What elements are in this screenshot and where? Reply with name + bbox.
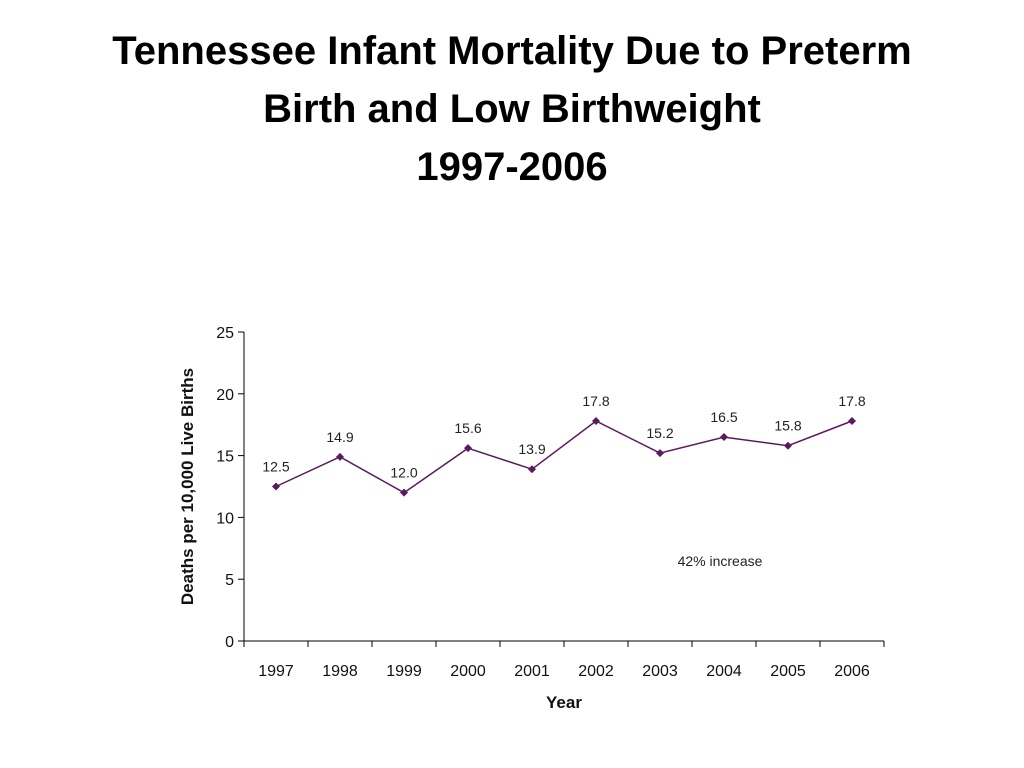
data-label: 15.6: [454, 420, 481, 436]
x-tick-label: 1997: [258, 663, 294, 680]
data-point-marker: [400, 488, 408, 497]
y-tick-label: 0: [225, 634, 234, 651]
title-line-2: Birth and Low Birthweight: [263, 87, 761, 131]
data-label: 15.2: [646, 425, 673, 441]
slide-title: Tennessee Infant Mortality Due to Preter…: [0, 22, 1024, 196]
data-point-marker: [720, 433, 728, 442]
x-tick-label: 2003: [642, 663, 678, 680]
x-tick-label: 2002: [578, 663, 614, 680]
data-labels: 12.5 14.9 12.0 15.6 13.9 17.8 15.2 16.5 15.8 17.8: [262, 393, 865, 481]
x-tick-label: 2006: [834, 663, 870, 680]
y-tick-label: 5: [225, 572, 234, 589]
chart-annotation: 42% increase: [678, 553, 763, 569]
data-point-marker: [592, 416, 600, 425]
data-label: 12.5: [262, 459, 289, 475]
y-tick-labels: 0 5 10 15 20 25: [216, 325, 234, 651]
title-line-3: 1997-2006: [416, 145, 608, 189]
data-label: 13.9: [518, 441, 545, 457]
data-point-marker: [656, 449, 664, 458]
data-point-marker: [784, 441, 792, 450]
data-point-marker: [272, 482, 280, 491]
y-tick-label: 10: [216, 510, 234, 527]
x-tick-labels: 1997 1998 1999 2000 2001 2002 2003 2004 2005 2006: [258, 663, 870, 680]
x-tick-label: 2004: [706, 663, 742, 680]
y-tick-label: 15: [216, 449, 234, 466]
x-tick-label: 1999: [386, 663, 422, 680]
data-label: 14.9: [326, 429, 353, 445]
data-label: 17.8: [582, 393, 609, 409]
x-tick-label: 2001: [514, 663, 550, 680]
data-label: 17.8: [838, 393, 865, 409]
series-markers: [272, 416, 856, 497]
y-axis-title: Deaths per 10,000 Live Births: [178, 368, 197, 605]
data-point-marker: [336, 452, 344, 461]
data-point-marker: [528, 465, 536, 474]
x-tick-label: 1998: [322, 663, 358, 680]
y-tick-label: 20: [216, 387, 234, 404]
x-axis-title: Year: [546, 693, 582, 712]
data-label: 15.8: [774, 418, 801, 434]
data-point-marker: [464, 444, 472, 453]
y-tick-label: 25: [216, 325, 234, 342]
series-line: [275, 420, 853, 494]
data-label: 16.5: [710, 409, 737, 425]
chart-axes: [238, 331, 885, 647]
x-tick-label: 2005: [770, 663, 806, 680]
x-tick-label: 2000: [450, 663, 486, 680]
title-line-1: Tennessee Infant Mortality Due to Preter…: [112, 29, 912, 73]
data-point-marker: [848, 416, 856, 425]
data-label: 12.0: [390, 465, 417, 481]
